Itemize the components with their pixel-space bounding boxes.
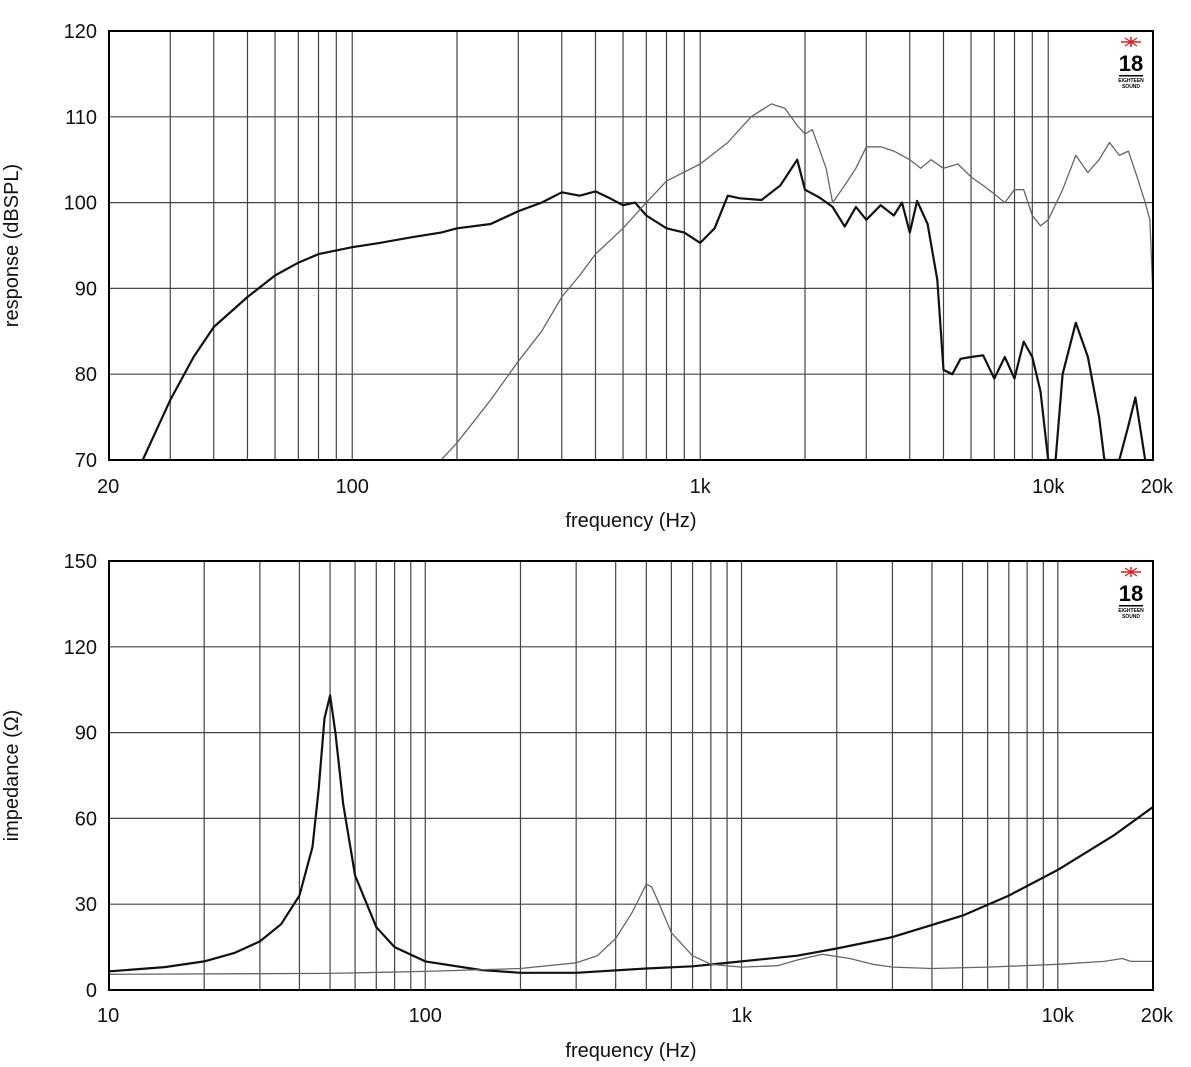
x-tick-label: 10 [97,1005,119,1027]
logo-divider [1119,75,1143,77]
x-tick-label: 10k [1032,476,1065,498]
data-series-2 [109,883,1153,975]
data-series-1 [109,694,1153,974]
y-tick-label: 110 [65,107,97,129]
y-tick-label: 80 [75,364,97,386]
y-tick-label: 70 [75,450,97,472]
data-series-2 [440,103,1153,460]
y-tick-label: 120 [64,21,97,43]
chart-panel-2: 0 30 60 90 120 150 10 100 1k 10k 20k frequency (Hz)… [1,551,1174,1062]
y-tick-label: 30 [75,894,97,916]
x-tick-label: 20k [1141,1005,1174,1027]
plot-frame [108,560,1154,991]
logo-star-ray [1124,37,1138,47]
x-tick-label: 10k [1042,1005,1075,1027]
y-axis-label: impedance (Ω) [1,710,23,842]
logo-number: 18 [1119,51,1143,76]
logo-star-ray [1124,567,1138,577]
x-axis-label: frequency (Hz) [565,510,696,532]
grid-lines [109,561,1153,990]
y-axis-label: response (dBSPL) [1,164,23,327]
grid-lines [109,31,1153,460]
logo-subtext: SOUND [1122,84,1140,90]
x-tick-label: 20 [97,476,119,498]
logo-divider [1119,605,1143,607]
y-tick-label: 150 [64,551,97,573]
y-tick-label: 0 [86,980,97,1002]
plot-frame [108,30,1154,461]
x-tick-label: 100 [409,1005,442,1027]
y-tick-label: 100 [64,193,97,215]
logo-number: 18 [1119,581,1143,606]
y-tick-label: 60 [75,808,97,830]
data-series-1 [141,158,1147,460]
x-axis-label: frequency (Hz) [565,1040,696,1062]
x-tick-label: 1k [731,1005,753,1027]
chart-panel-1: 70 80 90 100 110 120 20 100 1k 10k 20k frequency (H… [1,21,1174,532]
x-tick-label: 20k [1141,476,1174,498]
y-tick-label: 90 [75,278,97,300]
x-tick-label: 1k [690,476,712,498]
y-tick-label: 120 [64,637,97,659]
logo-subtext: EIGHTEEN [1118,608,1144,614]
x-tick-label: 100 [336,476,369,498]
logo-subtext: SOUND [1122,614,1140,620]
y-tick-label: 90 [75,723,97,745]
logo-subtext: EIGHTEEN [1118,78,1144,84]
